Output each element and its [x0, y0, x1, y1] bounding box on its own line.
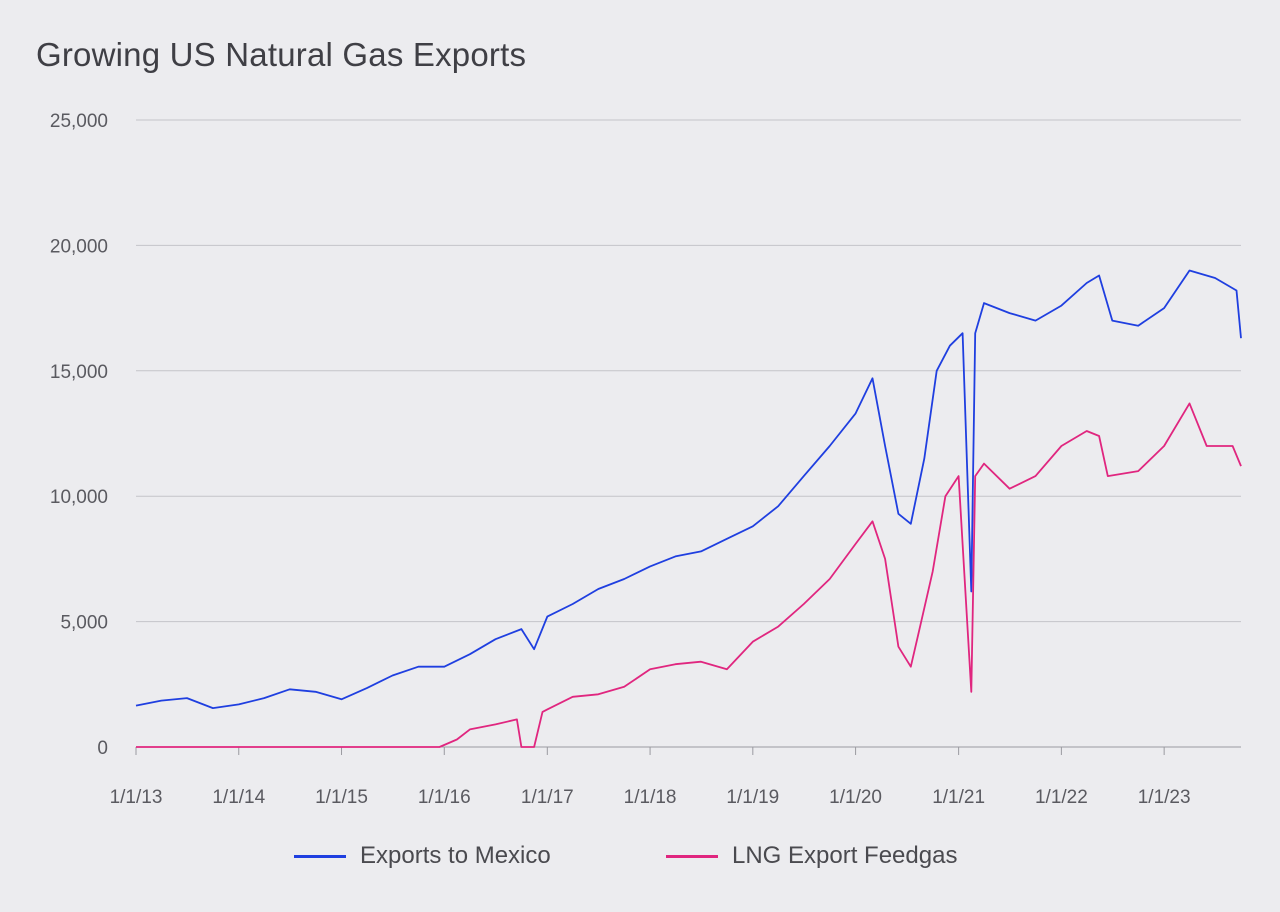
x-tick-label: 1/1/14 — [212, 787, 265, 808]
series-lines — [135, 269, 1242, 748]
legend-item-lng-export-feedgas: LNG Export Feedgas — [666, 842, 957, 870]
legend-swatch-lng-export-feedgas — [666, 854, 718, 858]
x-tick-label: 1/1/19 — [726, 787, 779, 808]
y-axis-tick-labels: 0 5,000 10,000 15,000 20,000 25,000 — [50, 111, 108, 759]
series-line-exports-to-mexico — [135, 269, 1242, 709]
legend-item-exports-to-mexico: Exports to Mexico — [294, 842, 551, 870]
x-tick-label: 1/1/21 — [932, 787, 985, 808]
x-tick-label: 1/1/22 — [1035, 787, 1088, 808]
y-tick-label: 5,000 — [60, 613, 108, 634]
x-tick-label: 1/1/15 — [315, 787, 368, 808]
gridlines — [136, 119, 1241, 748]
x-tick-label: 1/1/23 — [1138, 787, 1191, 808]
y-tick-label: 10,000 — [50, 487, 108, 508]
x-tick-label: 1/1/18 — [624, 787, 677, 808]
legend: Exports to Mexico LNG Export Feedgas — [0, 842, 1280, 878]
x-tick-label: 1/1/20 — [829, 787, 882, 808]
y-tick-label: 0 — [97, 738, 108, 759]
legend-label-lng-export-feedgas: LNG Export Feedgas — [732, 842, 958, 869]
chart-title: Growing US Natural Gas Exports — [36, 36, 527, 73]
legend-swatch-exports-to-mexico — [294, 854, 346, 858]
y-tick-label: 15,000 — [50, 362, 108, 383]
x-tick-label: 1/1/16 — [418, 787, 471, 808]
x-tick-label: 1/1/13 — [110, 787, 163, 808]
legend-label-exports-to-mexico: Exports to Mexico — [360, 842, 551, 869]
series-line-lng-export-feedgas — [136, 402, 1242, 748]
x-axis: 1/1/13 1/1/14 1/1/15 1/1/16 1/1/17 1/1/18 1/1/… — [110, 746, 1241, 808]
x-tick-label: 1/1/17 — [521, 787, 574, 808]
y-tick-label: 20,000 — [50, 236, 108, 257]
y-tick-label: 25,000 — [50, 111, 108, 132]
